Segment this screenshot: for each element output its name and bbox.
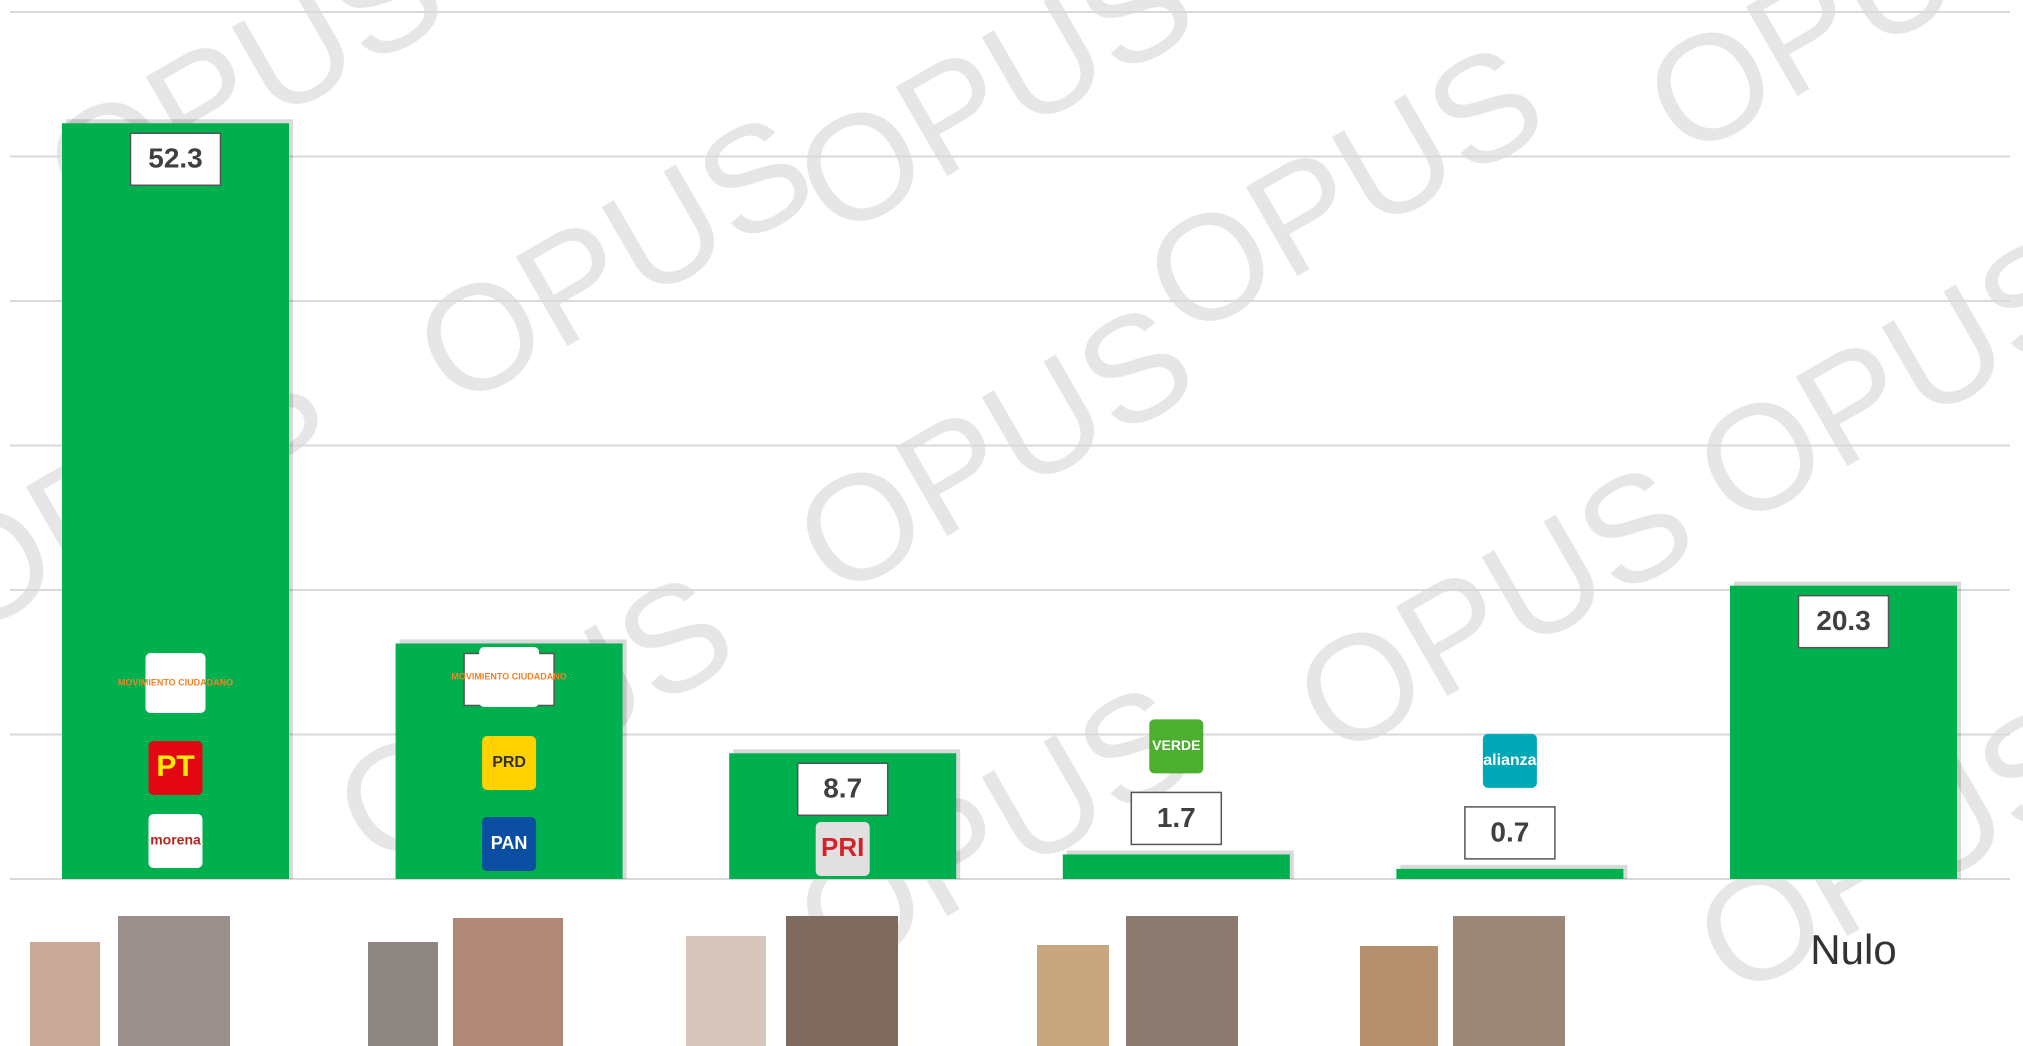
watermark: OPUS <box>1668 200 2023 558</box>
party-logo <box>1149 719 1204 774</box>
party-logo <box>482 817 537 871</box>
photo <box>686 936 766 1046</box>
photo <box>453 918 563 1046</box>
party-logo-text: MOVIMIENTO CIUDADANO <box>118 677 233 687</box>
photo <box>30 942 100 1046</box>
value-label: 52.3 <box>148 143 203 174</box>
watermark: OPUS <box>388 80 840 438</box>
value-label: 20.3 <box>1816 605 1871 636</box>
watermark: OPUS <box>768 270 1220 628</box>
bar <box>1396 868 1624 879</box>
bar <box>1062 854 1290 879</box>
grid <box>10 11 2010 880</box>
photo <box>368 942 438 1046</box>
party-logo-text: morena <box>150 832 201 848</box>
party-logo-text: PRD <box>492 754 526 771</box>
x-tick-label: Nulo <box>1810 926 1896 973</box>
party-logo <box>482 736 537 790</box>
party-logo-text: alianza <box>1483 752 1536 769</box>
party-logo <box>815 822 870 876</box>
photo <box>1037 945 1109 1046</box>
value-label: 0.7 <box>1490 816 1529 847</box>
watermark: OPUS <box>1618 0 2023 188</box>
value-label-box <box>1464 806 1556 860</box>
party-logo <box>479 647 540 707</box>
party-logo <box>1482 733 1537 788</box>
candidate-photos <box>30 916 1565 1046</box>
photo <box>1453 916 1565 1046</box>
party-logo-text: MOVIMIENTO CIUDADANO <box>451 671 566 681</box>
value-label: 1.7 <box>1157 802 1196 833</box>
value-label-box <box>1130 791 1223 846</box>
party-logo-text: PT <box>156 750 194 783</box>
party-logo-text: PRI <box>821 832 864 862</box>
photo <box>1360 946 1438 1046</box>
party-logo-text: PAN <box>491 833 528 853</box>
value-label: 8.7 <box>823 773 862 804</box>
party-logo <box>148 741 203 795</box>
value-label-box <box>1797 594 1890 649</box>
party-logo <box>148 814 203 868</box>
photo <box>118 916 230 1046</box>
party-logo <box>145 653 206 713</box>
party-logo-text: VERDE <box>1152 737 1200 753</box>
photo <box>786 916 898 1046</box>
photo <box>1126 916 1238 1046</box>
value-label-box <box>796 762 889 817</box>
value-label-box <box>129 132 222 187</box>
